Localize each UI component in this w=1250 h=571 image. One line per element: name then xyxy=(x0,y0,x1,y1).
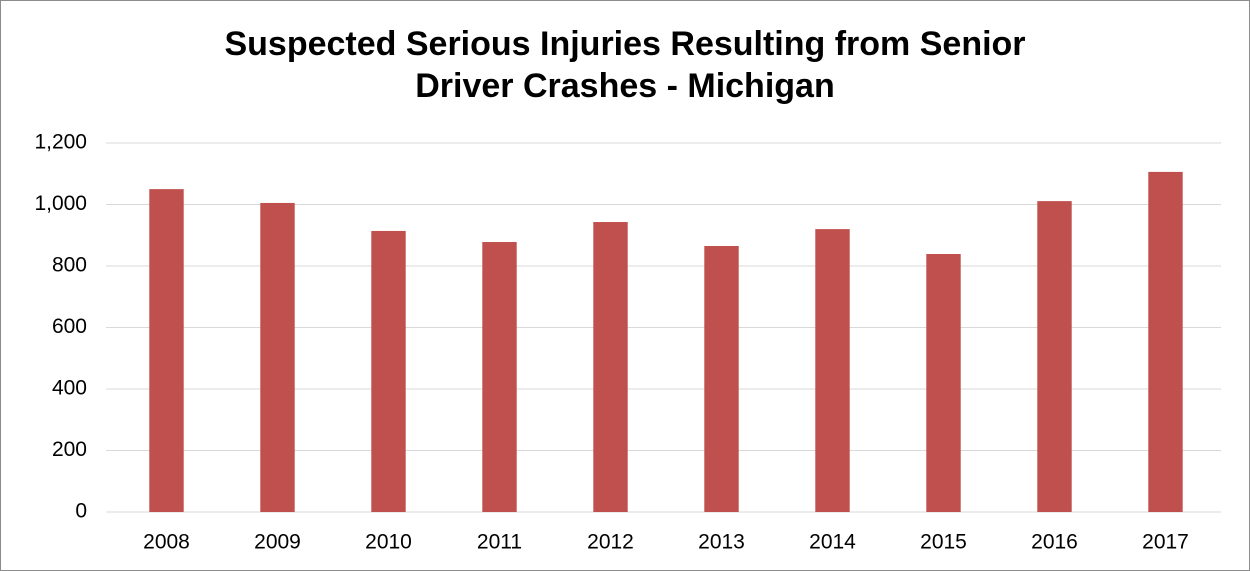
y-tick-label: 600 xyxy=(52,315,87,338)
x-tick-label: 2016 xyxy=(1031,531,1078,554)
y-tick-label: 800 xyxy=(52,254,87,277)
x-tick-label: 2009 xyxy=(254,531,301,554)
x-tick-label: 2008 xyxy=(143,531,190,554)
x-tick-label: 2015 xyxy=(920,531,967,554)
y-tick-label: 0 xyxy=(75,500,87,523)
bar xyxy=(260,202,295,512)
x-tick-label: 2013 xyxy=(698,531,745,554)
bar xyxy=(371,230,406,512)
x-tick-label: 2014 xyxy=(809,531,856,554)
bar xyxy=(926,254,961,512)
x-tick-label: 2010 xyxy=(365,531,412,554)
bar xyxy=(704,246,739,512)
bar xyxy=(593,222,628,512)
x-tick-label: 2017 xyxy=(1142,531,1189,554)
y-tick-label: 1,200 xyxy=(34,131,87,154)
bar xyxy=(1037,201,1072,512)
bar xyxy=(482,242,517,512)
bar xyxy=(1148,171,1183,512)
y-tick-label: 400 xyxy=(52,377,87,400)
bar xyxy=(149,189,184,512)
y-tick-label: 1,000 xyxy=(34,192,87,215)
bar xyxy=(815,229,850,512)
chart-title: Suspected Serious Injuries Resulting fro… xyxy=(224,25,1026,105)
x-tick-label: 2011 xyxy=(477,531,522,554)
x-tick-label: 2012 xyxy=(587,531,634,554)
y-tick-label: 200 xyxy=(52,438,87,461)
